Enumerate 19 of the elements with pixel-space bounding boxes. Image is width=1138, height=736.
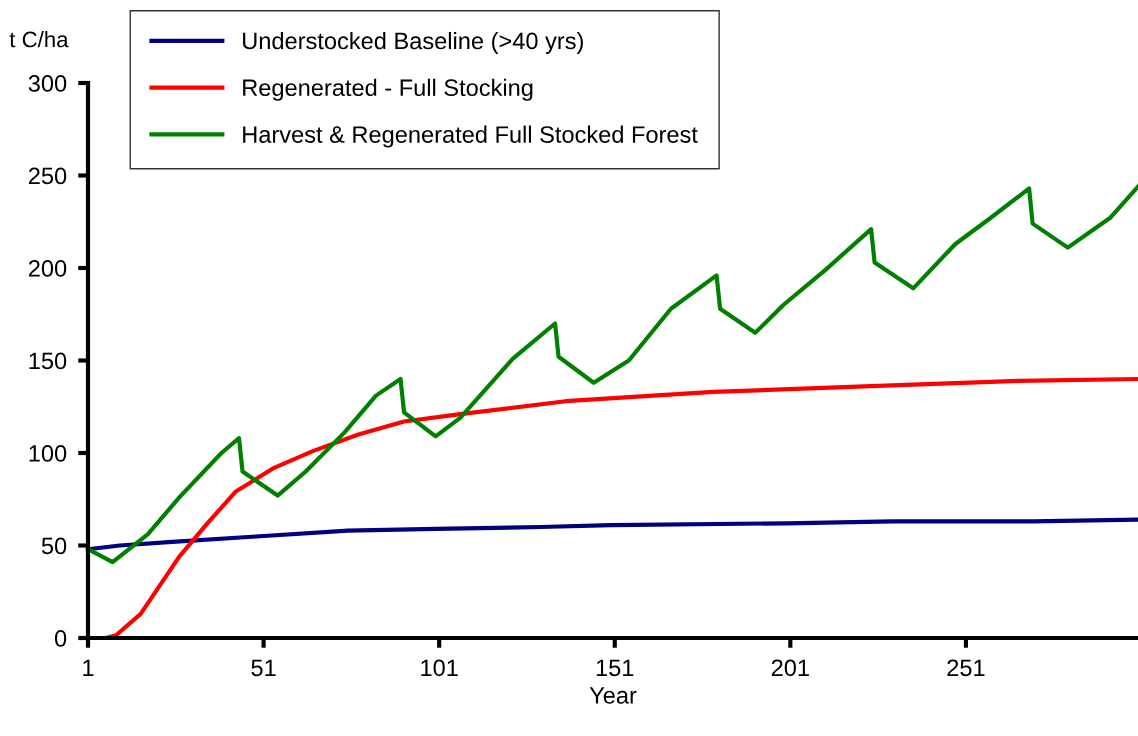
x-tick-label: 101	[421, 659, 458, 677]
x-tick-label: 1	[83, 659, 94, 676]
x-axis-title: Year	[589, 687, 637, 704]
y-tick-label: 0	[54, 630, 67, 647]
x-tick-label: 201	[771, 659, 809, 677]
line-series	[85, 184, 1138, 565]
y-axis-title: t C/ha	[9, 31, 69, 48]
x-tick-label: 51	[251, 659, 276, 677]
x-tick-label: 151	[596, 659, 634, 677]
legend-label: Harvest & Regenerated Full Stocked Forest	[243, 125, 698, 148]
y-tick-label: 300	[28, 75, 67, 92]
x-tick-label: 251	[947, 659, 985, 677]
legend-label: Understocked Baseline (>40 yrs)	[243, 31, 583, 54]
y-tick-label: 250	[28, 167, 67, 185]
y-tick-label: 50	[41, 537, 67, 555]
y-tick-label: 150	[29, 352, 67, 370]
y-tick-label: 100	[29, 445, 67, 462]
y-tick-label: 200	[28, 260, 67, 277]
legend-label: Regenerated - Full Stocking	[243, 78, 533, 101]
